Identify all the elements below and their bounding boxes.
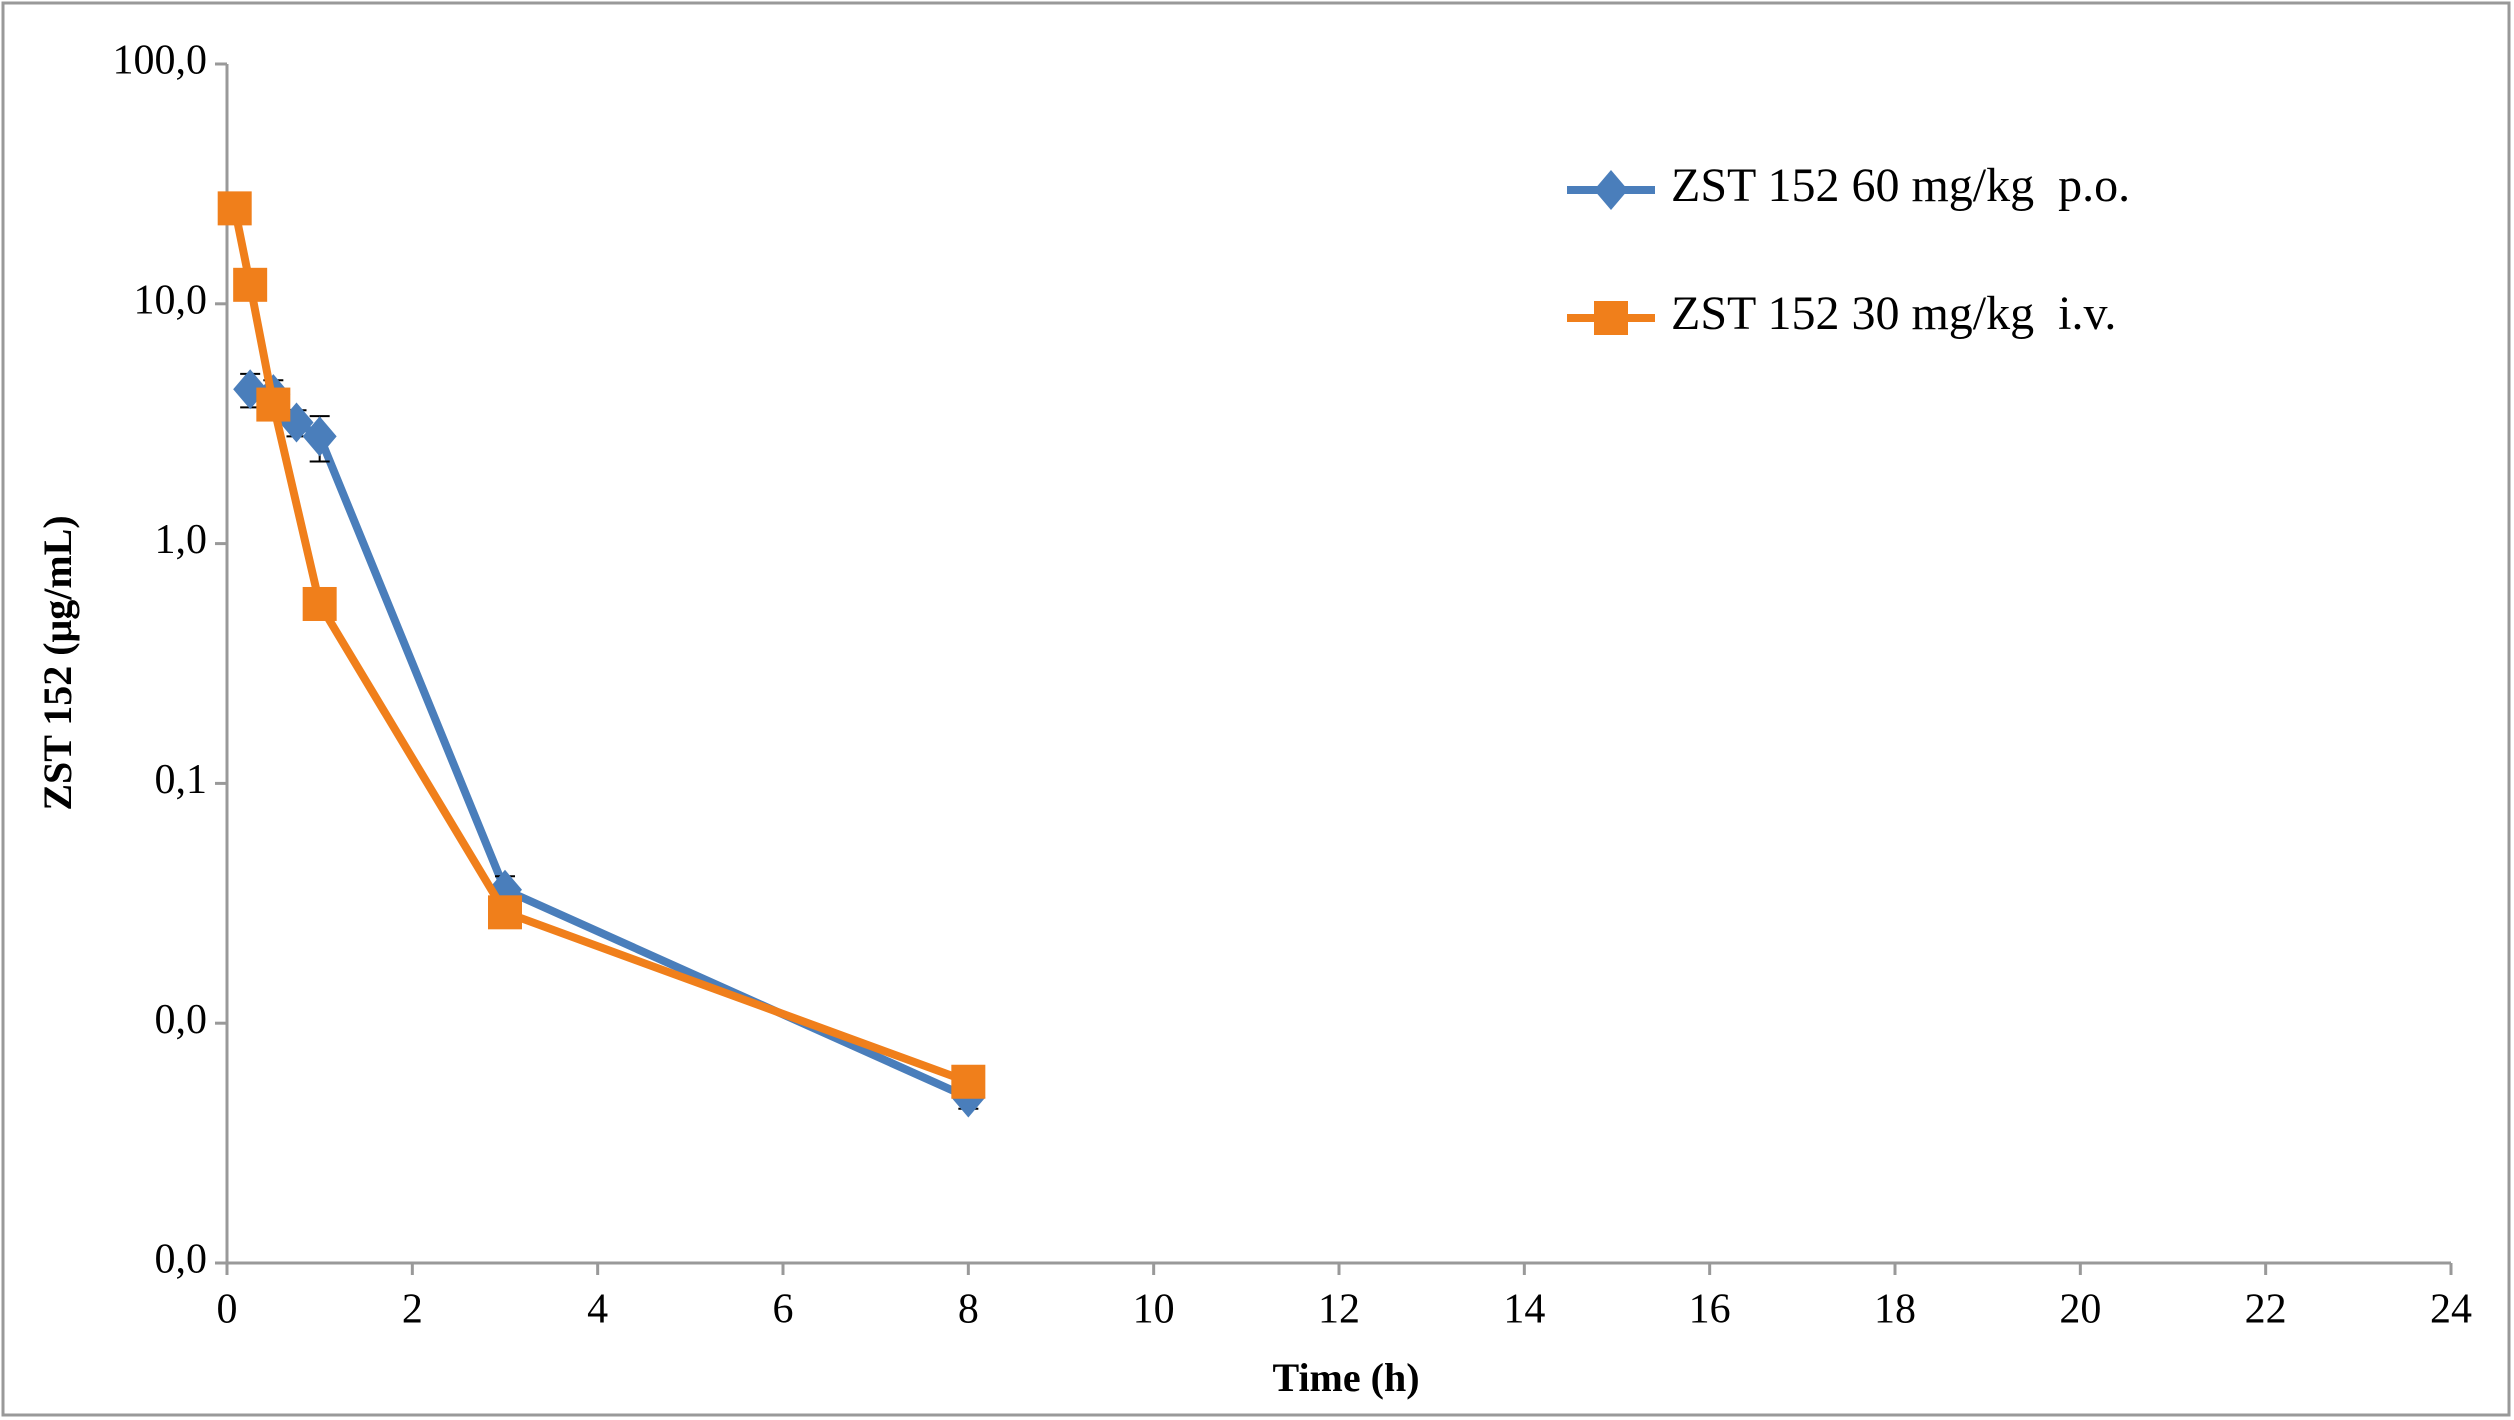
- y-axis-title: ZST 152 (μg/mL): [35, 515, 80, 810]
- data-point: [302, 586, 337, 621]
- data-point: [217, 191, 252, 226]
- y-tick-label: 0,1: [155, 757, 208, 803]
- y-tick-label: 10,0: [134, 277, 208, 323]
- data-point: [256, 387, 291, 422]
- x-tick-label: 10: [1133, 1287, 1175, 1333]
- x-tick-label: 0: [217, 1287, 238, 1333]
- x-tick-label: 24: [2430, 1287, 2472, 1333]
- y-tick-label: 0,0: [155, 997, 208, 1043]
- legend-label: ZST 152 30 mg/kg i.v.: [1671, 287, 2116, 340]
- x-tick-label: 16: [1689, 1287, 1731, 1333]
- legend-marker: [1594, 170, 1628, 210]
- data-point: [302, 416, 337, 457]
- x-tick-label: 12: [1318, 1287, 1360, 1333]
- x-tick-label: 20: [2059, 1287, 2101, 1333]
- legend-label: ZST 152 60 mg/kg p.o.: [1671, 159, 2130, 212]
- x-tick-label: 8: [958, 1287, 979, 1333]
- x-tick-label: 18: [1874, 1287, 1916, 1333]
- x-tick-label: 6: [773, 1287, 794, 1333]
- data-point: [488, 895, 522, 930]
- x-tick-label: 22: [2245, 1287, 2287, 1333]
- y-tick-label: 100,0: [113, 38, 208, 84]
- data-point: [951, 1064, 986, 1099]
- x-tick-label: 2: [402, 1287, 423, 1333]
- y-tick-label: 1,0: [155, 517, 208, 563]
- legend-marker: [1594, 301, 1628, 335]
- x-tick-label: 14: [1503, 1287, 1545, 1333]
- y-tick-label: 0,0: [155, 1237, 208, 1283]
- data-point: [233, 267, 268, 302]
- x-axis-title: Time (h): [1272, 1355, 1419, 1400]
- x-tick-label: 4: [587, 1287, 608, 1333]
